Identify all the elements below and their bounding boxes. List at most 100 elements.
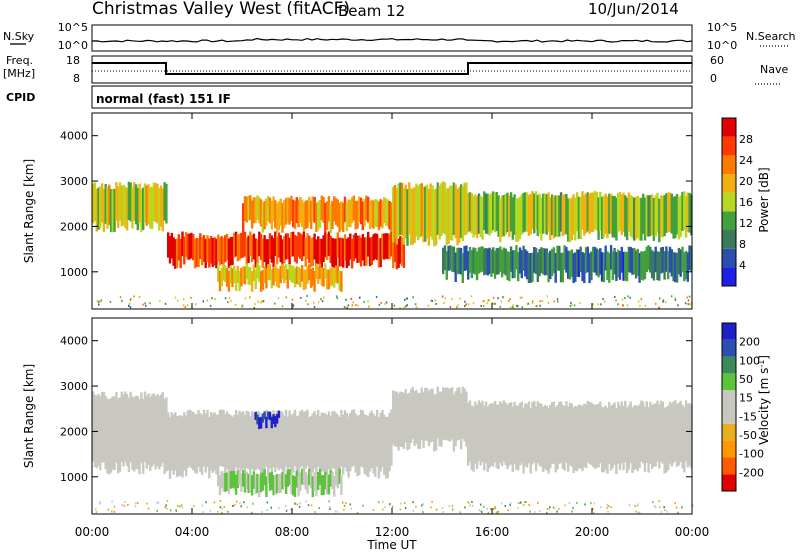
velocity-cell	[600, 406, 604, 473]
power-cell	[395, 239, 398, 270]
velocity-cell	[636, 406, 639, 472]
power-cell	[449, 185, 452, 240]
power-ground-scatter	[211, 297, 213, 300]
site-title: Christmas Valley West (fitACF)	[92, 0, 350, 19]
power-cell	[502, 247, 506, 274]
power-ground-scatter	[592, 303, 594, 306]
velocity-ground-scatter	[529, 510, 531, 513]
power-cell	[456, 247, 459, 275]
power-colorbar-tick-label: 20	[739, 175, 753, 188]
velocity-cell	[458, 387, 461, 440]
power-ground-scatter	[655, 302, 657, 305]
power-cell	[374, 233, 377, 259]
power-ground-scatter	[403, 306, 405, 309]
velocity-ground-scatter	[252, 502, 254, 505]
velocity-cell	[209, 412, 213, 471]
velocity-ground-scatter	[415, 505, 417, 508]
power-ground-scatter	[393, 304, 396, 307]
power-ground-scatter	[464, 305, 466, 308]
power-cell	[306, 233, 309, 259]
power-cell	[120, 185, 123, 227]
velocity-cell	[168, 417, 172, 479]
velocity-cell	[536, 401, 539, 463]
power-cell	[320, 267, 323, 286]
power-ground-scatter	[241, 305, 243, 308]
velocity-cell	[283, 470, 286, 487]
power-cell	[302, 231, 306, 257]
velocity-cell	[267, 413, 270, 473]
velocity-cell	[477, 400, 481, 462]
velocity-cell	[593, 404, 597, 469]
power-ground-scatter	[234, 303, 237, 306]
velocity-cell	[442, 387, 445, 440]
power-cell	[515, 245, 518, 270]
power-cell	[388, 233, 391, 260]
power-cell	[224, 235, 227, 263]
power-cell	[192, 234, 195, 261]
power-cell	[200, 237, 204, 266]
power-cell	[579, 196, 582, 240]
velocity-cell	[306, 409, 309, 467]
noise-right-top-tick: 10^5	[707, 21, 737, 34]
velocity-cell	[275, 410, 279, 468]
power-cell	[542, 248, 545, 275]
power-cell	[240, 232, 243, 259]
power-cell	[275, 268, 279, 287]
power-cell	[590, 251, 593, 281]
power-cell	[350, 238, 354, 269]
velocity-cell	[495, 404, 498, 469]
velocity-cell	[463, 388, 466, 442]
velocity-cell	[292, 475, 295, 496]
power-cell	[534, 191, 538, 230]
power-cell	[593, 246, 597, 273]
velocity-cell	[531, 402, 534, 465]
velocity-cell	[552, 401, 556, 464]
power-colorbar-swatch	[722, 155, 736, 174]
power-cell	[577, 196, 581, 239]
power-cell	[670, 249, 673, 277]
power-cell	[318, 238, 322, 269]
velocity-ground-scatter	[568, 502, 571, 504]
power-cell	[297, 232, 300, 257]
velocity-cell	[663, 407, 666, 474]
velocity-ground-scatter	[467, 501, 469, 504]
velocity-colorbar-swatch	[722, 339, 736, 357]
power-cell	[609, 193, 613, 235]
power-ground-scatter	[285, 296, 288, 299]
power-cell	[147, 184, 150, 225]
power-cell	[125, 188, 129, 231]
freq-left-bottom-tick: 8	[73, 72, 80, 85]
power-ground-scatter	[292, 306, 294, 309]
power-cell	[531, 191, 534, 230]
power-cell	[242, 266, 245, 284]
power-cell	[320, 238, 323, 269]
velocity-cell	[608, 401, 611, 464]
velocity-ground-scatter	[546, 508, 549, 510]
velocity-ground-scatter	[157, 501, 160, 504]
power-cell	[165, 183, 168, 224]
velocity-ground-scatter	[412, 501, 414, 504]
velocity-ground-scatter	[519, 502, 521, 504]
power-ground-scatter	[300, 296, 302, 299]
noise-right-bottom-tick: 10^0	[707, 39, 737, 52]
freq-label: Freq.	[6, 54, 33, 67]
velocity-cell	[313, 411, 316, 469]
power-cell	[450, 246, 454, 272]
power-cell	[300, 234, 304, 262]
power-ground-scatter	[305, 300, 307, 302]
power-cell	[299, 233, 302, 259]
power-ground-scatter	[488, 299, 490, 302]
power-cell	[570, 249, 573, 277]
power-cell	[540, 197, 543, 241]
x-tick-label: 12:00	[375, 525, 410, 539]
power-cell	[674, 252, 677, 283]
velocity-cell	[590, 402, 593, 465]
velocity-ground-scatter	[266, 501, 269, 504]
power-cell	[345, 238, 348, 269]
velocity-cell	[402, 392, 406, 449]
velocity-cell	[263, 411, 266, 420]
power-cell	[509, 192, 513, 232]
velocity-cell	[238, 469, 241, 486]
power-colorbar-swatch	[722, 136, 736, 156]
power-ground-scatter	[658, 306, 660, 309]
